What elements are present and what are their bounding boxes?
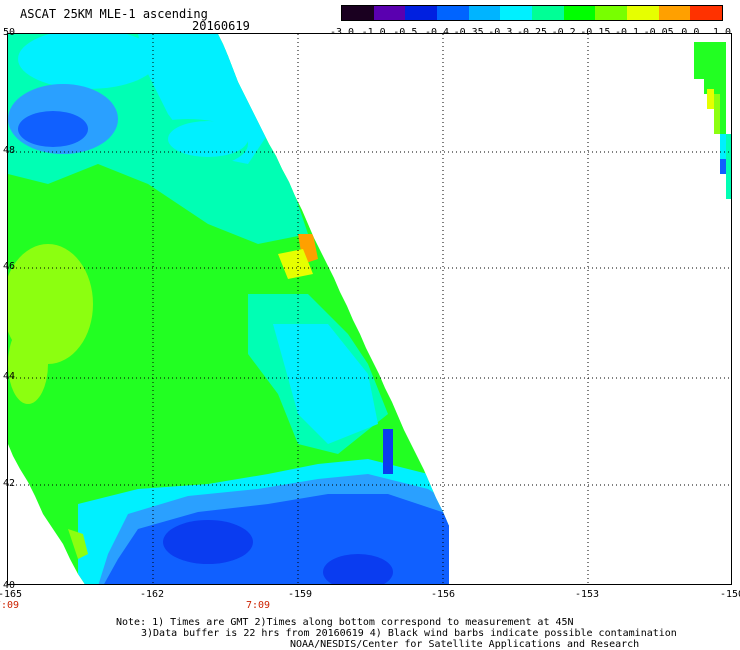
note-line-1: Note: 1) Times are GMT 2)Times along bot… [116, 617, 574, 628]
colorbar [341, 5, 723, 21]
colorbar-tick-label: -3.0 [330, 27, 354, 38]
latitude-label: 48 [3, 145, 16, 156]
colorbar-segment [532, 6, 565, 20]
swath-right-blue [720, 159, 726, 174]
swath-deepblue-west [163, 520, 253, 564]
time-label-middle: 7:09 [245, 600, 271, 611]
longitude-label: -156 [430, 589, 456, 600]
colorbar-tick-label: -0.35 [454, 27, 484, 38]
swath-right-cyan [720, 134, 726, 159]
swath-lime-bottom [68, 529, 88, 559]
colorbar-segment [690, 6, 723, 20]
latitude-label: 44 [3, 371, 16, 382]
colorbar-tick-label: -0.05 [644, 27, 674, 38]
colorbar-tick-label: -1.0 [362, 27, 386, 38]
swath-yellow-cells [278, 249, 313, 279]
swath-cyan-mid [273, 324, 378, 444]
swath-right-lime [714, 94, 720, 134]
note-line-3: NOAA/NESDIS/Center for Satellite Applica… [290, 639, 640, 650]
colorbar-tick-label: 1.0 [713, 27, 731, 38]
map-date: 20160619 [192, 19, 250, 33]
colorbar-segment [437, 6, 470, 20]
colorbar-tick-label: -0.2 [552, 27, 576, 38]
map-svg [8, 34, 731, 584]
swath-right-aqua [726, 134, 731, 199]
colorbar-tick-label: -0.25 [517, 27, 547, 38]
swath-blue-patch [18, 111, 88, 147]
colorbar-tick-label: -0.3 [488, 27, 512, 38]
swath-deepblue-edge [383, 429, 393, 474]
latitude-label: 46 [3, 261, 16, 272]
longitude-label: -165 [0, 589, 23, 600]
colorbar-segment [658, 6, 691, 20]
colorbar-segment [500, 6, 533, 20]
latitude-label: 42 [3, 478, 16, 489]
colorbar-segment [342, 6, 375, 20]
swath-cyan-patch-2 [168, 121, 248, 157]
colorbar-segment [627, 6, 660, 20]
swath-lime-left-2 [8, 324, 48, 404]
longitude-label: -150 [719, 589, 740, 600]
longitude-label: -162 [139, 589, 165, 600]
swath-cyan-patch [18, 34, 158, 89]
colorbar-segment [405, 6, 438, 20]
colorbar-segment [595, 6, 628, 20]
swath-right-green [694, 42, 726, 174]
colorbar-segment [468, 6, 501, 20]
map-title: ASCAT 25KM MLE-1 ascending [20, 7, 208, 21]
note-line-2: 3)Data buffer is 22 hrs from 20160619 4)… [141, 628, 677, 639]
longitude-label: -159 [287, 589, 313, 600]
longitude-label: -153 [574, 589, 600, 600]
colorbar-tick-label: 0.0 [681, 27, 699, 38]
colorbar-labels: -3.0-1.0-0.5-0.4-0.35-0.3-0.25-0.2-0.15-… [330, 27, 735, 41]
map-plot-area [7, 33, 732, 585]
colorbar-segment [563, 6, 596, 20]
time-label-left: 7:09 [0, 600, 20, 611]
colorbar-tick-label: -0.5 [393, 27, 417, 38]
colorbar-tick-label: -0.1 [615, 27, 639, 38]
colorbar-tick-label: -0.15 [580, 27, 610, 38]
colorbar-segment [373, 6, 406, 20]
latitude-label: 50 [3, 27, 16, 38]
colorbar-tick-label: -0.4 [425, 27, 449, 38]
swath-right-yellow [707, 89, 714, 109]
swath-main [8, 34, 449, 584]
latitude-label: 40 [3, 580, 16, 591]
swath-deepblue-east [323, 554, 393, 584]
